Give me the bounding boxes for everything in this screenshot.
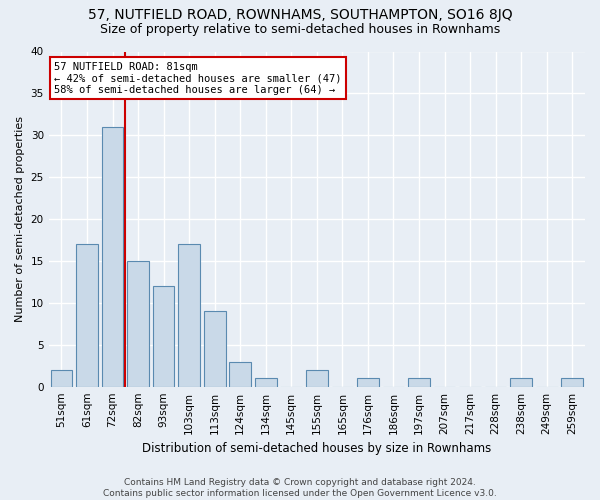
Bar — [153, 286, 175, 386]
Text: Size of property relative to semi-detached houses in Rownhams: Size of property relative to semi-detach… — [100, 22, 500, 36]
Bar — [306, 370, 328, 386]
Text: 57 NUTFIELD ROAD: 81sqm
← 42% of semi-detached houses are smaller (47)
58% of se: 57 NUTFIELD ROAD: 81sqm ← 42% of semi-de… — [54, 62, 341, 95]
Bar — [204, 312, 226, 386]
X-axis label: Distribution of semi-detached houses by size in Rownhams: Distribution of semi-detached houses by … — [142, 442, 491, 455]
Bar — [408, 378, 430, 386]
Bar — [229, 362, 251, 386]
Bar — [50, 370, 72, 386]
Y-axis label: Number of semi-detached properties: Number of semi-detached properties — [15, 116, 25, 322]
Bar — [178, 244, 200, 386]
Bar — [510, 378, 532, 386]
Text: Contains HM Land Registry data © Crown copyright and database right 2024.
Contai: Contains HM Land Registry data © Crown c… — [103, 478, 497, 498]
Bar — [101, 127, 124, 386]
Bar — [76, 244, 98, 386]
Bar — [127, 261, 149, 386]
Bar — [255, 378, 277, 386]
Bar — [357, 378, 379, 386]
Bar — [562, 378, 583, 386]
Text: 57, NUTFIELD ROAD, ROWNHAMS, SOUTHAMPTON, SO16 8JQ: 57, NUTFIELD ROAD, ROWNHAMS, SOUTHAMPTON… — [88, 8, 512, 22]
